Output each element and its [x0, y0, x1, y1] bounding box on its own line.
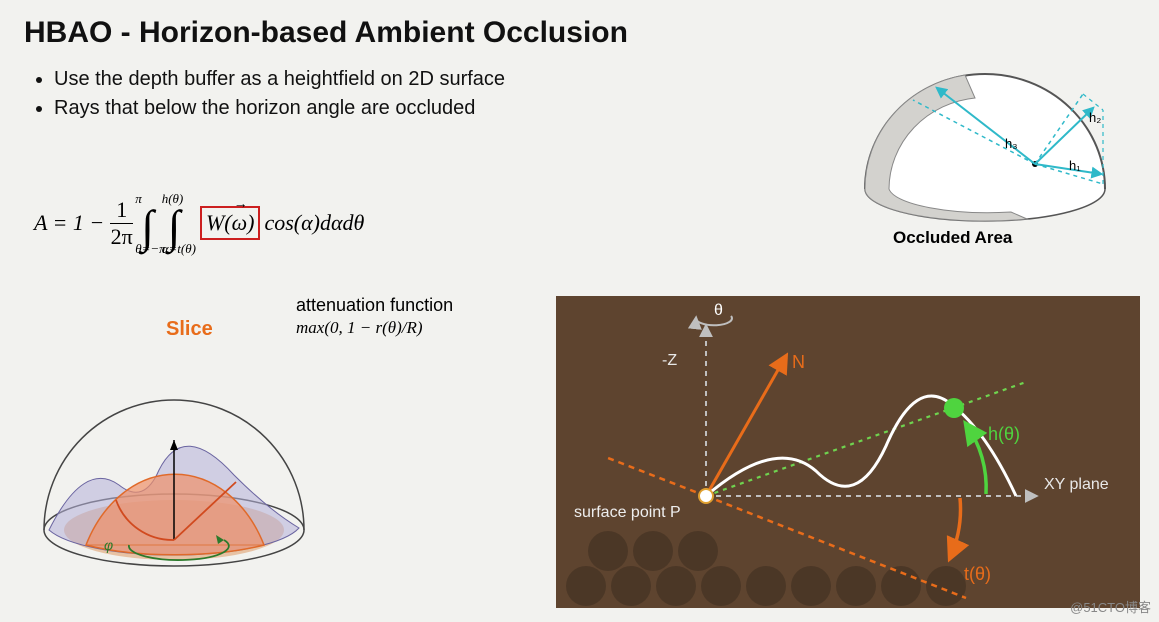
- w-term-boxed: W(ω): [200, 206, 261, 240]
- horizon-angle-diagram: θ -Z N XY plane h(θ) t(θ) surface point …: [556, 296, 1140, 608]
- page-title: HBAO - Horizon-based Ambient Occlusion: [0, 0, 1159, 50]
- frac-num: 1: [110, 199, 133, 224]
- slice-label: Slice: [166, 318, 213, 341]
- h2-label: h₂: [1089, 110, 1101, 125]
- h-theta-label: h(θ): [988, 424, 1020, 445]
- phi-label: φ: [104, 537, 113, 553]
- xy-plane-label: XY plane: [1044, 476, 1109, 494]
- h3-label: h₃: [1005, 136, 1018, 151]
- watermark: @51CTO博客: [1070, 597, 1151, 616]
- main-formula: A = 1 − 1 2π π ∫ θ=−π h(θ) ∫ α=t(θ) W(ω)…: [34, 192, 364, 255]
- attenuation-label: attenuation function max(0, 1 − r(θ)/R): [296, 294, 453, 339]
- t-theta-label: t(θ): [964, 564, 991, 585]
- integral-2: h(θ) ∫ α=t(θ): [166, 192, 196, 255]
- formula-fraction: 1 2π: [110, 199, 133, 248]
- h1-label: h₁: [1069, 158, 1081, 173]
- hemisphere-slice-diagram: φ: [24, 340, 324, 600]
- atten-title: attenuation function: [296, 294, 453, 317]
- neg-z-label: -Z: [662, 352, 677, 370]
- formula-lhs: A = 1 −: [34, 210, 104, 236]
- surface-point-label: surface point P: [574, 504, 681, 522]
- atten-expr: max(0, 1 − r(θ)/R): [296, 317, 453, 339]
- formula-rest: cos(α)dαdθ: [264, 210, 364, 236]
- n-label: N: [792, 352, 805, 373]
- frac-den: 2π: [111, 224, 133, 248]
- theta-label: θ: [714, 302, 723, 320]
- hemisphere-occluded-diagram: h₁ h₂ h₃: [845, 54, 1125, 234]
